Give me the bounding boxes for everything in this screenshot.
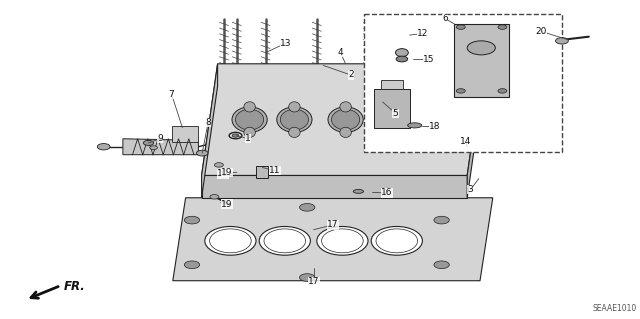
Text: 1: 1 — [246, 134, 251, 143]
Ellipse shape — [340, 102, 351, 112]
Circle shape — [498, 89, 507, 93]
Bar — [256, 166, 268, 178]
Text: 10: 10 — [217, 169, 228, 178]
Ellipse shape — [332, 109, 360, 130]
Text: 2: 2 — [348, 70, 353, 79]
Circle shape — [456, 89, 465, 93]
Text: 5: 5 — [393, 109, 398, 118]
Ellipse shape — [205, 226, 256, 255]
Polygon shape — [202, 64, 218, 198]
Ellipse shape — [232, 107, 268, 132]
Text: 9: 9 — [157, 134, 163, 143]
Text: 7: 7 — [169, 90, 174, 99]
Text: 16: 16 — [381, 189, 393, 197]
Polygon shape — [172, 126, 198, 142]
Text: 17: 17 — [308, 277, 319, 286]
Ellipse shape — [418, 107, 453, 132]
Ellipse shape — [408, 123, 422, 128]
Ellipse shape — [385, 102, 396, 112]
Circle shape — [300, 274, 315, 281]
Circle shape — [150, 146, 157, 150]
Ellipse shape — [340, 127, 351, 137]
Ellipse shape — [289, 102, 300, 112]
Ellipse shape — [277, 107, 312, 132]
Text: 15: 15 — [423, 55, 435, 63]
Ellipse shape — [372, 107, 408, 132]
Ellipse shape — [353, 189, 364, 193]
Ellipse shape — [429, 127, 441, 137]
Ellipse shape — [429, 102, 441, 112]
Circle shape — [456, 25, 465, 29]
Polygon shape — [454, 24, 509, 97]
Text: 13: 13 — [280, 39, 292, 48]
Polygon shape — [123, 139, 198, 155]
Polygon shape — [202, 175, 467, 198]
Ellipse shape — [385, 127, 396, 137]
Circle shape — [434, 216, 449, 224]
Ellipse shape — [244, 102, 255, 112]
Polygon shape — [374, 89, 410, 128]
Ellipse shape — [454, 148, 465, 152]
Circle shape — [467, 41, 495, 55]
Polygon shape — [173, 198, 493, 281]
Circle shape — [97, 144, 110, 150]
Text: FR.: FR. — [64, 280, 86, 293]
Text: 17: 17 — [327, 220, 339, 229]
Circle shape — [184, 216, 200, 224]
Ellipse shape — [289, 127, 300, 137]
Circle shape — [143, 140, 154, 145]
Circle shape — [232, 134, 239, 137]
Circle shape — [214, 163, 223, 167]
Circle shape — [498, 25, 507, 29]
Ellipse shape — [244, 127, 255, 137]
Ellipse shape — [317, 226, 368, 255]
Ellipse shape — [259, 226, 310, 255]
Polygon shape — [381, 80, 403, 89]
Text: 11: 11 — [269, 166, 281, 175]
Circle shape — [556, 38, 568, 44]
Circle shape — [396, 56, 408, 62]
Text: 19: 19 — [221, 200, 233, 209]
Text: 12: 12 — [417, 29, 428, 38]
Ellipse shape — [328, 107, 364, 132]
Circle shape — [184, 261, 200, 269]
Ellipse shape — [236, 109, 264, 130]
Ellipse shape — [421, 109, 449, 130]
Ellipse shape — [376, 109, 404, 130]
Text: 8: 8 — [205, 118, 211, 127]
Ellipse shape — [396, 48, 408, 57]
Text: 19: 19 — [221, 168, 233, 177]
Circle shape — [210, 195, 219, 199]
Text: 14: 14 — [460, 137, 472, 146]
Text: 6: 6 — [442, 14, 447, 23]
Text: 3: 3 — [468, 185, 473, 194]
Ellipse shape — [371, 226, 422, 255]
Circle shape — [196, 150, 208, 156]
Circle shape — [434, 261, 449, 269]
Circle shape — [300, 204, 315, 211]
Bar — [364, 14, 562, 152]
Text: 4: 4 — [338, 48, 343, 57]
Text: 18: 18 — [429, 122, 441, 130]
Polygon shape — [467, 64, 483, 198]
Text: SEAAE1010: SEAAE1010 — [593, 304, 637, 313]
Text: 20: 20 — [535, 27, 547, 36]
Ellipse shape — [280, 109, 308, 130]
Polygon shape — [202, 64, 483, 175]
